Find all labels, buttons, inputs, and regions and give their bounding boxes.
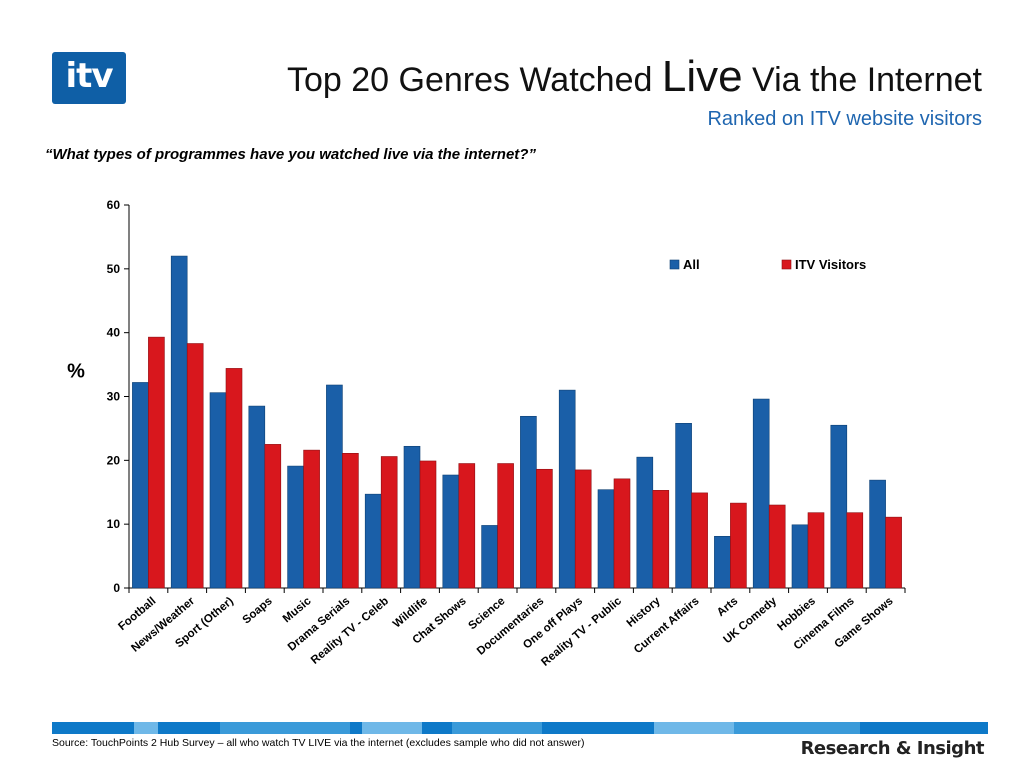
bar-itv-visitors [264, 444, 282, 589]
x-category-label: Documentaries [475, 595, 546, 658]
bar-itv-visitors [342, 453, 359, 589]
x-category-label: Soaps [241, 595, 275, 626]
bar-itv-visitors [885, 516, 902, 589]
title-part2: Via the Internet [742, 61, 982, 99]
y-tick-label: 10 [107, 517, 121, 531]
bar-itv-visitors [186, 343, 204, 589]
y-tick-label: 0 [113, 581, 120, 595]
title-emphasis: Live [661, 52, 743, 101]
bar-all [830, 424, 848, 589]
bar-all [636, 456, 654, 589]
bar-itv-visitors [652, 490, 670, 589]
bar-all [752, 398, 770, 589]
bar-itv-visitors [730, 502, 747, 589]
survey-question: “What types of programmes have you watch… [45, 146, 536, 163]
bar-all [791, 524, 809, 589]
research-insight-brand: Research & Insight [800, 738, 985, 759]
x-category-label: Current Affairs [632, 595, 702, 656]
bar-itv-visitors [303, 449, 320, 589]
bar-itv-visitors [458, 463, 476, 589]
bar-itv-visitors [380, 456, 398, 589]
y-axis-label: % [67, 360, 85, 382]
y-tick-label: 50 [107, 262, 121, 276]
bar-itv-visitors [574, 469, 592, 589]
bar-all [132, 382, 149, 589]
bar-all [364, 493, 382, 589]
legend-label-all: All [683, 257, 700, 272]
y-tick-label: 20 [107, 453, 121, 467]
bar-all [558, 389, 576, 589]
footer-stripe [52, 722, 988, 734]
bar-itv-visitors [497, 463, 514, 589]
bar-all [675, 423, 692, 589]
bar-all [442, 474, 460, 589]
x-category-label: Music [281, 595, 314, 626]
itv-logo-text: itv [65, 56, 113, 96]
legend-label-itv-visitors: ITV Visitors [795, 257, 866, 272]
page-subtitle: Ranked on ITV website visitors [707, 108, 982, 130]
bar-itv-visitors [807, 512, 825, 589]
bar-all [714, 535, 731, 589]
bar-all [326, 384, 343, 589]
bar-all [403, 445, 421, 589]
bar-itv-visitors [419, 460, 437, 589]
bar-itv-visitors [148, 336, 165, 589]
bar-all [869, 479, 886, 589]
bar-itv-visitors [613, 478, 631, 589]
y-tick-label: 60 [107, 198, 121, 212]
bar-all [170, 255, 188, 589]
y-tick-label: 30 [107, 390, 121, 404]
bar-all [597, 489, 615, 589]
x-category-label: Arts [715, 595, 740, 619]
bar-itv-visitors [225, 368, 243, 589]
page-title: Top 20 Genres Watched Live Via the Inter… [287, 52, 982, 102]
bar-all [248, 405, 266, 589]
bar-itv-visitors [691, 492, 708, 589]
source-note: Source: TouchPoints 2 Hub Survey – all w… [52, 737, 585, 749]
legend-swatch-all [669, 259, 680, 270]
bar-itv-visitors [846, 512, 864, 589]
bar-all [481, 525, 498, 589]
bar-itv-visitors [768, 504, 786, 589]
bar-all [209, 392, 227, 589]
genre-bar-chart: 0102030405060%FootballNews/WeatherSport … [67, 198, 906, 669]
bar-itv-visitors [536, 468, 553, 589]
title-part1: Top 20 Genres Watched [287, 61, 662, 99]
y-tick-label: 40 [107, 326, 121, 340]
bar-all [520, 415, 537, 589]
legend-swatch-itv-visitors [781, 259, 792, 270]
itv-logo: itv [52, 52, 126, 104]
bar-all [287, 465, 304, 589]
